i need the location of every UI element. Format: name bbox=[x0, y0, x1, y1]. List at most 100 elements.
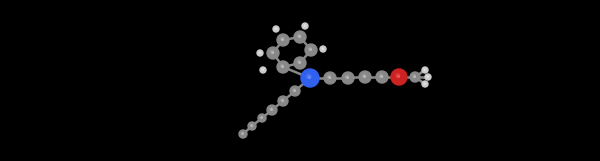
Circle shape bbox=[397, 75, 400, 77]
Circle shape bbox=[272, 51, 274, 53]
Circle shape bbox=[260, 116, 263, 118]
Circle shape bbox=[281, 64, 284, 67]
Circle shape bbox=[376, 71, 388, 83]
Circle shape bbox=[259, 52, 260, 53]
Circle shape bbox=[294, 90, 295, 91]
Circle shape bbox=[398, 76, 399, 77]
Circle shape bbox=[414, 76, 415, 77]
Circle shape bbox=[307, 74, 311, 79]
Circle shape bbox=[274, 27, 277, 29]
Circle shape bbox=[275, 28, 276, 29]
Circle shape bbox=[328, 76, 331, 78]
Circle shape bbox=[395, 73, 400, 78]
Circle shape bbox=[273, 26, 279, 32]
Circle shape bbox=[278, 96, 288, 106]
Circle shape bbox=[251, 125, 253, 126]
Circle shape bbox=[241, 132, 244, 134]
Circle shape bbox=[413, 75, 415, 77]
Circle shape bbox=[269, 107, 272, 110]
Circle shape bbox=[305, 44, 317, 56]
Circle shape bbox=[345, 75, 349, 78]
Circle shape bbox=[424, 68, 425, 70]
Circle shape bbox=[326, 74, 331, 79]
Circle shape bbox=[346, 76, 349, 78]
Circle shape bbox=[298, 60, 301, 63]
Circle shape bbox=[412, 74, 416, 77]
Circle shape bbox=[267, 47, 279, 59]
Circle shape bbox=[293, 89, 295, 91]
Circle shape bbox=[251, 125, 252, 126]
Circle shape bbox=[292, 88, 296, 91]
Circle shape bbox=[280, 63, 284, 67]
Circle shape bbox=[423, 68, 425, 70]
Circle shape bbox=[379, 74, 383, 77]
Circle shape bbox=[380, 75, 382, 77]
Circle shape bbox=[293, 89, 295, 91]
Circle shape bbox=[424, 83, 425, 84]
Circle shape bbox=[347, 76, 349, 78]
Circle shape bbox=[380, 75, 382, 77]
Circle shape bbox=[281, 99, 283, 101]
Circle shape bbox=[422, 67, 428, 73]
Circle shape bbox=[259, 52, 260, 53]
Circle shape bbox=[281, 98, 284, 101]
Circle shape bbox=[239, 130, 247, 138]
Circle shape bbox=[426, 75, 428, 77]
Circle shape bbox=[280, 98, 284, 101]
Circle shape bbox=[299, 35, 301, 37]
Circle shape bbox=[242, 133, 243, 134]
Circle shape bbox=[298, 34, 301, 37]
Circle shape bbox=[422, 81, 428, 87]
Circle shape bbox=[298, 61, 301, 63]
Circle shape bbox=[397, 74, 400, 77]
Circle shape bbox=[241, 132, 244, 134]
Circle shape bbox=[310, 49, 311, 50]
Circle shape bbox=[275, 28, 276, 29]
Circle shape bbox=[262, 69, 263, 70]
Circle shape bbox=[259, 52, 260, 53]
Circle shape bbox=[270, 50, 274, 53]
Circle shape bbox=[262, 69, 263, 70]
Circle shape bbox=[413, 74, 416, 77]
Circle shape bbox=[308, 76, 311, 78]
Circle shape bbox=[379, 73, 383, 78]
Circle shape bbox=[282, 100, 283, 101]
Circle shape bbox=[296, 59, 301, 64]
Circle shape bbox=[250, 124, 253, 126]
Circle shape bbox=[299, 62, 300, 63]
Circle shape bbox=[294, 90, 295, 91]
Circle shape bbox=[272, 52, 273, 53]
Circle shape bbox=[424, 83, 425, 84]
Circle shape bbox=[275, 27, 277, 29]
Circle shape bbox=[262, 69, 263, 70]
Circle shape bbox=[281, 65, 283, 67]
Circle shape bbox=[424, 69, 425, 70]
Circle shape bbox=[270, 108, 272, 110]
Circle shape bbox=[342, 72, 354, 84]
Circle shape bbox=[329, 77, 330, 78]
Circle shape bbox=[344, 74, 349, 79]
Circle shape bbox=[299, 36, 300, 37]
Circle shape bbox=[260, 117, 262, 118]
Circle shape bbox=[251, 125, 252, 126]
Circle shape bbox=[425, 74, 431, 80]
Circle shape bbox=[322, 47, 323, 49]
Circle shape bbox=[427, 76, 428, 77]
Circle shape bbox=[260, 67, 266, 73]
Circle shape bbox=[398, 76, 400, 77]
Circle shape bbox=[301, 69, 319, 87]
Circle shape bbox=[267, 105, 277, 115]
Circle shape bbox=[305, 73, 311, 79]
Circle shape bbox=[321, 47, 323, 49]
Circle shape bbox=[261, 68, 263, 70]
Circle shape bbox=[294, 57, 306, 69]
Circle shape bbox=[275, 28, 276, 29]
Circle shape bbox=[427, 76, 428, 77]
Circle shape bbox=[346, 75, 349, 78]
Circle shape bbox=[359, 71, 371, 83]
Circle shape bbox=[261, 117, 262, 118]
Circle shape bbox=[308, 47, 311, 50]
Circle shape bbox=[328, 75, 331, 78]
Circle shape bbox=[290, 86, 300, 96]
Circle shape bbox=[304, 25, 305, 26]
